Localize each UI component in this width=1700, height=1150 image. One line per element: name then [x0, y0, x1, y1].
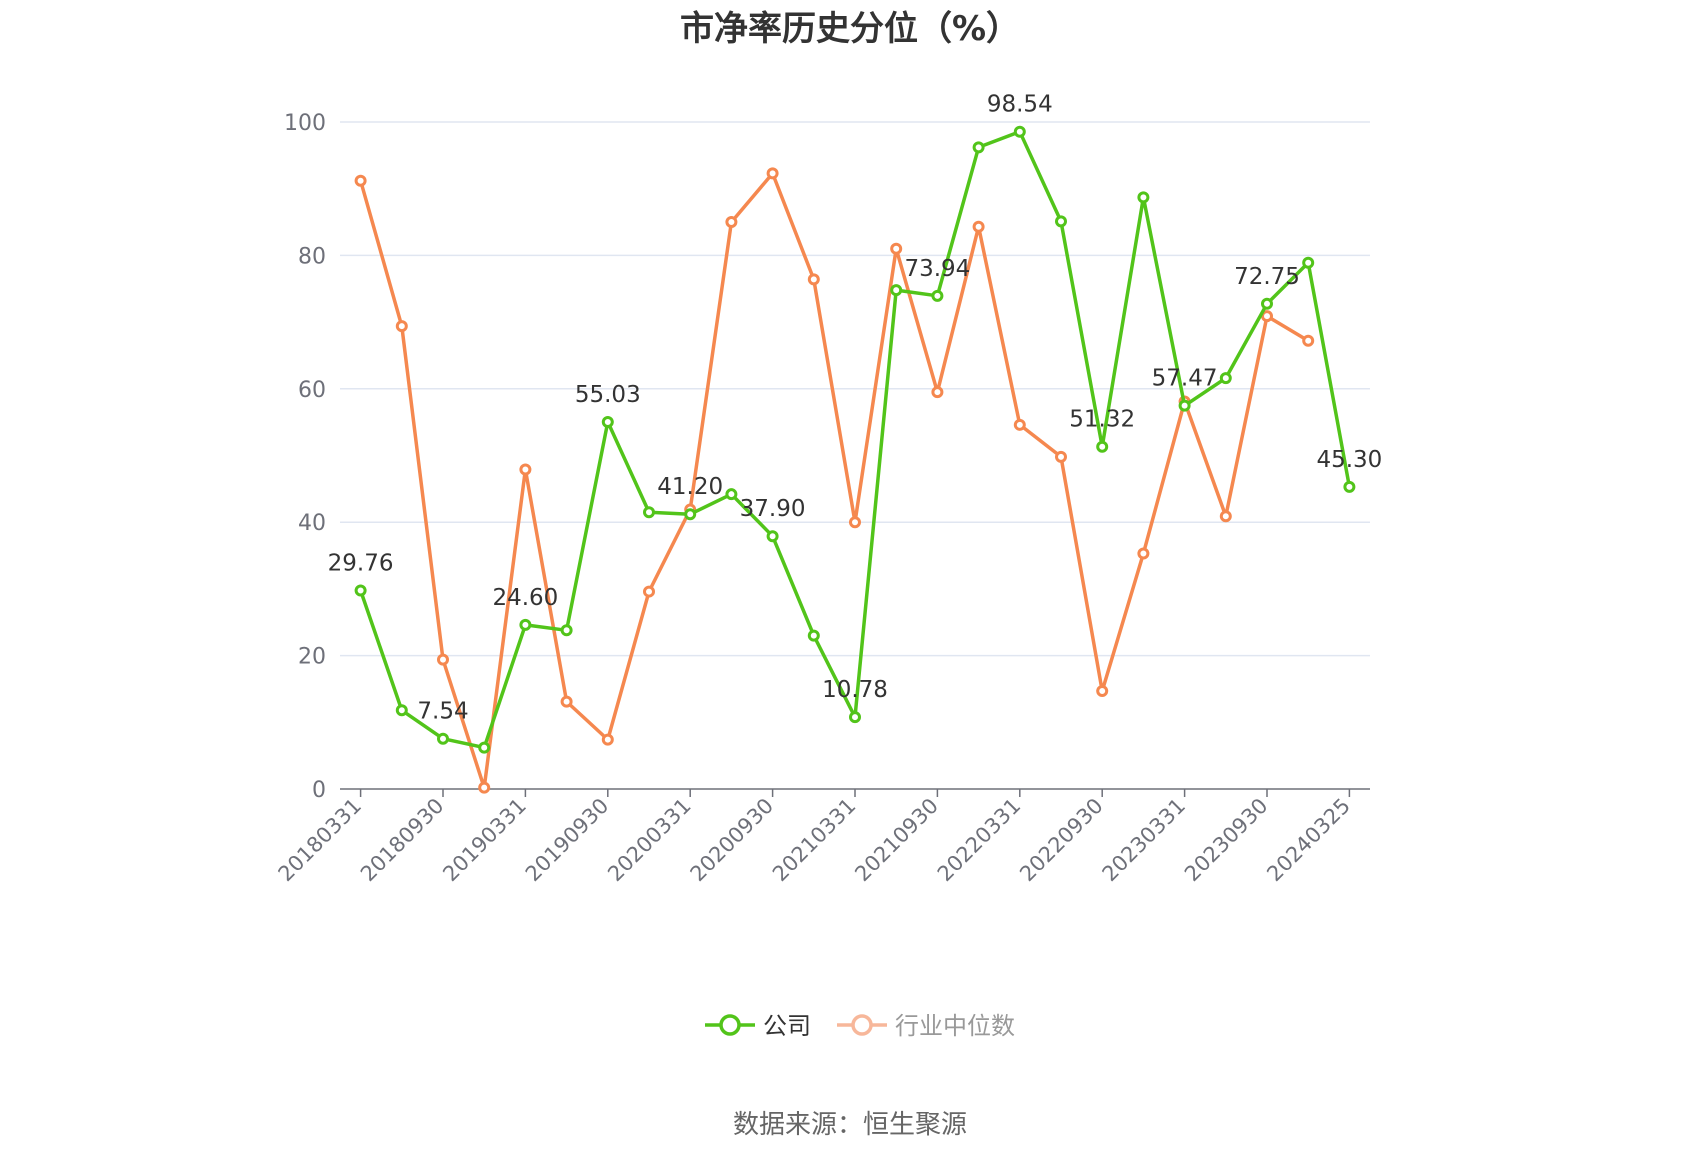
x-tick-label: 20200331 — [603, 794, 696, 887]
series-line — [358, 171, 1310, 790]
data-point[interactable] — [1219, 372, 1232, 385]
data-label: 7.54 — [417, 699, 468, 725]
x-tick-label: 20220930 — [1015, 794, 1108, 887]
data-point[interactable] — [478, 741, 491, 754]
data-source: 数据来源：恒生聚源 — [733, 1110, 967, 1140]
data-point[interactable] — [1302, 334, 1315, 347]
data-label: 57.47 — [1152, 366, 1218, 392]
series-industry-median — [354, 167, 1315, 794]
y-axis-ticks: 0 20 40 60 80 100 — [284, 111, 326, 803]
data-point[interactable] — [354, 174, 367, 187]
data-point[interactable] — [1055, 450, 1067, 463]
data-point[interactable] — [766, 530, 779, 543]
x-tick-label: 20230930 — [1180, 794, 1273, 887]
y-tick-label: 40 — [298, 511, 326, 536]
chart-title: 市净率历史分位（%） — [680, 9, 1020, 49]
legend-marker — [851, 1014, 873, 1036]
data-point[interactable] — [601, 415, 614, 428]
data-label: 41.20 — [657, 474, 723, 500]
data-point[interactable] — [807, 629, 820, 642]
x-tick-label: 20180331 — [274, 794, 367, 887]
data-point[interactable] — [560, 695, 573, 708]
data-point[interactable] — [1013, 418, 1026, 431]
data-point[interactable] — [601, 733, 614, 746]
legend-label: 行业中位数 — [895, 1012, 1015, 1040]
legend-item-industry-median[interactable]: 行业中位数 — [837, 1012, 1015, 1040]
data-point[interactable] — [437, 653, 449, 666]
data-point[interactable] — [684, 508, 697, 521]
data-point[interactable] — [931, 289, 944, 302]
data-point[interactable] — [849, 516, 861, 529]
data-point[interactable] — [560, 624, 573, 637]
data-label: 55.03 — [575, 382, 641, 408]
data-point[interactable] — [766, 167, 779, 180]
x-tick-label: 20220331 — [933, 794, 1026, 887]
series-company — [354, 125, 1356, 754]
data-point[interactable] — [807, 273, 820, 286]
data-point[interactable] — [519, 618, 532, 631]
data-point[interactable] — [1261, 297, 1273, 310]
data-label: 24.60 — [492, 585, 558, 611]
data-labels: 29.76 7.54 24.60 55.03 41.20 37.90 10.78 73.94 9… — [328, 92, 1383, 725]
data-point[interactable] — [1137, 191, 1150, 204]
y-tick-label: 20 — [298, 645, 326, 670]
data-point[interactable] — [1137, 547, 1150, 560]
data-point[interactable] — [643, 506, 655, 519]
y-tick-label: 0 — [312, 778, 326, 803]
data-label: 73.94 — [904, 256, 970, 282]
data-point[interactable] — [1055, 215, 1067, 228]
data-point[interactable] — [478, 781, 491, 794]
x-tick-label: 20190331 — [438, 794, 531, 887]
grid-lines — [340, 121, 1370, 657]
data-point[interactable] — [519, 463, 532, 476]
data-label: 37.90 — [740, 496, 806, 522]
data-point[interactable] — [395, 320, 408, 333]
data-point[interactable] — [1261, 310, 1273, 323]
legend-label: 公司 — [763, 1012, 811, 1040]
data-point[interactable] — [972, 220, 985, 233]
data-point[interactable] — [395, 704, 408, 717]
x-tick-label: 20230331 — [1098, 794, 1191, 887]
x-axis: 2018033120180930201903312019093020200331… — [274, 788, 1370, 887]
x-tick-label: 20210331 — [768, 794, 861, 887]
x-tick-label: 20190930 — [521, 794, 614, 887]
legend-item-company[interactable]: 公司 — [705, 1012, 811, 1040]
data-point[interactable] — [354, 584, 367, 597]
x-tick-label: 20240325 — [1262, 794, 1355, 887]
x-tick-label: 20200930 — [686, 794, 779, 887]
legend-marker — [719, 1014, 741, 1036]
data-point[interactable] — [1178, 399, 1191, 412]
data-label: 51.32 — [1069, 407, 1135, 433]
x-tick-label: 20210930 — [850, 794, 943, 887]
data-point[interactable] — [1096, 440, 1109, 453]
data-point[interactable] — [643, 585, 655, 598]
series-layer — [354, 125, 1356, 794]
data-point[interactable] — [1302, 256, 1315, 269]
data-label: 72.75 — [1234, 264, 1300, 290]
x-tick-label: 20180930 — [356, 794, 449, 887]
data-label: 98.54 — [987, 92, 1053, 118]
data-point[interactable] — [725, 488, 738, 501]
data-point[interactable] — [972, 141, 985, 154]
data-point[interactable] — [1096, 684, 1109, 697]
data-point[interactable] — [1013, 125, 1026, 138]
data-point[interactable] — [725, 216, 738, 229]
y-tick-label: 60 — [298, 378, 326, 403]
y-tick-label: 100 — [284, 111, 326, 136]
legend[interactable]: 公司 行业中位数 — [705, 1012, 1015, 1040]
data-label: 29.76 — [328, 551, 394, 577]
data-point[interactable] — [890, 242, 903, 255]
y-tick-label: 80 — [298, 244, 326, 269]
data-point[interactable] — [931, 386, 944, 399]
data-label: 45.30 — [1316, 447, 1382, 473]
data-point[interactable] — [890, 284, 903, 297]
data-point[interactable] — [1343, 480, 1356, 493]
data-point[interactable] — [437, 732, 449, 745]
data-point[interactable] — [1219, 510, 1232, 523]
data-point[interactable] — [849, 711, 861, 724]
data-label: 10.78 — [822, 677, 888, 703]
